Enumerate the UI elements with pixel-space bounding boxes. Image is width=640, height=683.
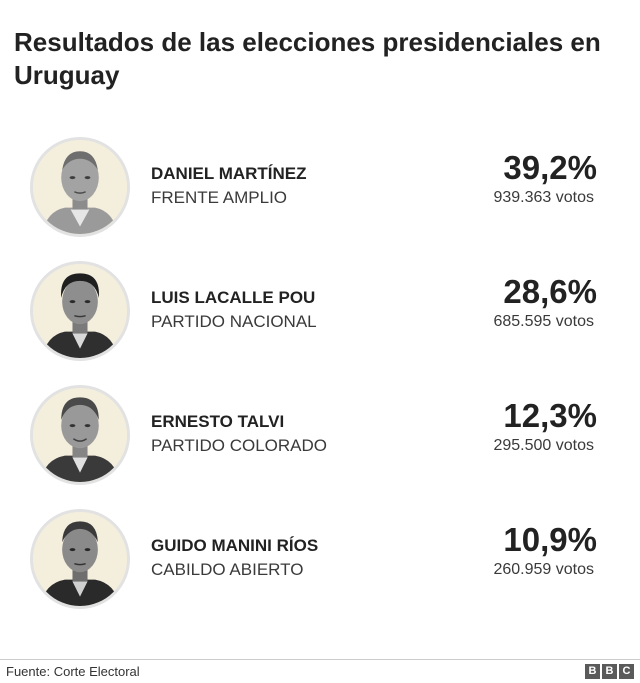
candidate-votes: 939.363 votos	[493, 189, 594, 206]
candidate-row: GUIDO MANINI RÍOS CABILDO ABIERTO 10,9% …	[0, 509, 640, 619]
candidate-photo	[30, 509, 130, 609]
bbc-logo-letter: B	[585, 664, 600, 679]
bbc-logo-letter: C	[619, 664, 634, 679]
footer-divider	[0, 659, 640, 660]
candidate-percent: 10,9%	[503, 521, 597, 558]
candidate-percent: 39,2%	[503, 149, 597, 186]
candidate-photo	[30, 261, 130, 361]
candidate-votes: 295.500 votos	[493, 437, 594, 454]
candidate-party: CABILDO ABIERTO	[151, 560, 304, 579]
candidate-row: ERNESTO TALVI PARTIDO COLORADO 12,3% 295…	[0, 385, 640, 495]
candidate-name: DANIEL MARTÍNEZ	[151, 164, 307, 183]
bbc-logo: B B C	[585, 664, 634, 679]
page-title: Resultados de las elecciones presidencia…	[14, 27, 601, 90]
candidate-votes: 260.959 votos	[493, 561, 594, 578]
candidate-row: DANIEL MARTÍNEZ FRENTE AMPLIO 39,2% 939.…	[0, 137, 640, 247]
candidate-photo	[30, 385, 130, 485]
candidate-party: PARTIDO COLORADO	[151, 436, 328, 455]
candidate-row: LUIS LACALLE POU PARTIDO NACIONAL 28,6% …	[0, 261, 640, 371]
candidate-photo	[30, 137, 130, 237]
candidate-name: LUIS LACALLE POU	[151, 288, 316, 307]
candidate-percent: 12,3%	[503, 397, 597, 434]
candidate-votes: 685.595 votos	[493, 313, 594, 330]
candidate-name: GUIDO MANINI RÍOS	[151, 536, 319, 555]
candidate-percent: 28,6%	[503, 273, 597, 310]
candidate-name: ERNESTO TALVI	[151, 412, 285, 431]
source-note: Fuente: Corte Electoral	[6, 664, 140, 679]
candidate-party: FRENTE AMPLIO	[151, 188, 288, 207]
candidate-party: PARTIDO NACIONAL	[151, 312, 317, 331]
bbc-logo-letter: B	[602, 664, 617, 679]
